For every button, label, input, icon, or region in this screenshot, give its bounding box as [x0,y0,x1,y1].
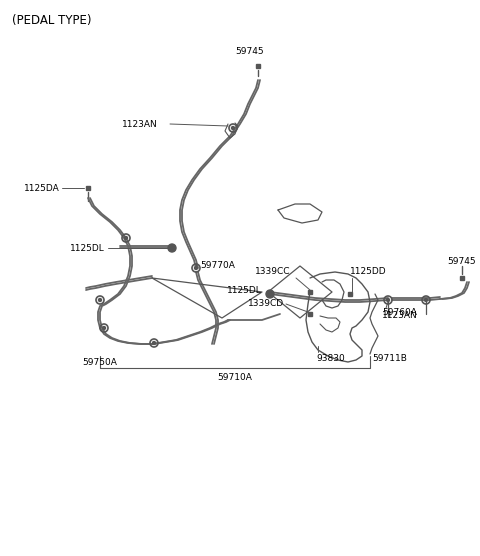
Text: 59745: 59745 [236,47,264,56]
Text: 59745: 59745 [448,257,476,266]
Text: 1125DA: 1125DA [24,183,60,192]
Circle shape [153,341,156,345]
Circle shape [103,326,106,330]
Text: 93830: 93830 [316,354,345,363]
Circle shape [124,236,128,240]
Circle shape [266,290,274,298]
Bar [308,312,312,316]
Text: 1125DL: 1125DL [227,286,262,295]
Text: (PEDAL TYPE): (PEDAL TYPE) [12,14,92,27]
Bar [256,64,260,68]
Bar [460,276,464,280]
Text: 1125DL: 1125DL [70,244,105,252]
Bar [308,290,312,294]
Text: 1123AN: 1123AN [382,311,418,320]
Text: 59760A: 59760A [382,308,417,317]
Text: 1125DD: 1125DD [350,267,386,276]
Circle shape [424,299,428,301]
Bar [86,186,90,190]
Text: 1339CD: 1339CD [248,300,284,309]
Text: 59710A: 59710A [217,373,252,382]
Circle shape [194,266,197,270]
Circle shape [386,299,389,301]
Text: 59770A: 59770A [200,261,235,270]
Text: 1123AN: 1123AN [122,120,158,128]
Text: 1339CC: 1339CC [254,267,290,276]
Bar [348,292,352,296]
Text: 59750A: 59750A [83,358,118,367]
Circle shape [168,244,176,252]
Circle shape [231,127,235,130]
Text: 59711B: 59711B [372,354,407,363]
Circle shape [98,299,101,301]
